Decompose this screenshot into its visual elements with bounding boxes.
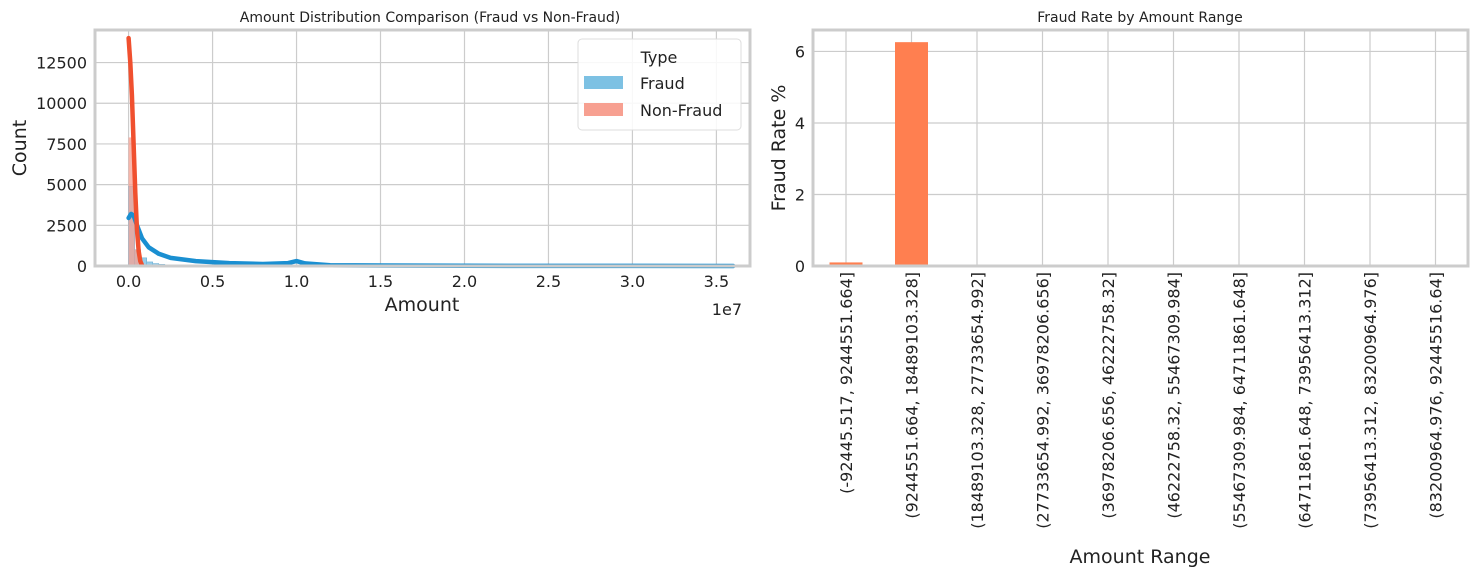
- fraud-rate-y-label: Fraud Rate %: [768, 85, 790, 212]
- x-tick-label: 0.5: [200, 272, 225, 291]
- fraud-rate-title: Fraud Rate by Amount Range: [1037, 10, 1243, 26]
- legend-swatch-non-fraud: [584, 103, 623, 116]
- y-tick-label: 2: [795, 185, 805, 204]
- histogram-chart: Amount Distribution Comparison (Fraud vs…: [9, 10, 750, 319]
- legend-swatch-fraud: [584, 76, 623, 89]
- fraud-rate-ticks: 0 2 4 6 (-92445.517, 9244551.664] (9244551.66…: [795, 42, 1446, 528]
- x-tick-label: (46222758.32, 55467309.984]: [1165, 272, 1184, 519]
- y-tick-label: 6: [795, 42, 805, 61]
- x-tick-label: (55467309.984, 64711861.648]: [1230, 272, 1249, 529]
- x-tick-label: (73956413.312, 83200964.976]: [1361, 272, 1380, 529]
- legend: Type Fraud Non-Fraud: [578, 39, 741, 130]
- x-tick-label: (64711861.648, 73956413.312]: [1296, 272, 1315, 529]
- legend-label-fraud: Fraud: [640, 74, 685, 93]
- y-tick-label: 0: [77, 257, 87, 276]
- fraud-rate-x-label: Amount Range: [1070, 546, 1211, 568]
- x-tick-label: 3.0: [620, 272, 645, 291]
- x-offset-text: 1e7: [712, 300, 742, 319]
- fraud-rate-chart: Fraud Rate by Amount Range 0 2 4 6 (-92445.5…: [768, 10, 1468, 568]
- y-tick-label: 12500: [36, 54, 87, 73]
- x-tick-label: (36978206.656, 46222758.32]: [1099, 272, 1118, 519]
- legend-label-non-fraud: Non-Fraud: [640, 101, 722, 120]
- x-tick-label: (83200964.976, 92445516.64]: [1427, 272, 1446, 519]
- fraud-rate-bar: [895, 42, 928, 266]
- x-tick-label: 3.5: [704, 272, 729, 291]
- y-tick-label: 5000: [46, 176, 87, 195]
- y-tick-label: 7500: [46, 135, 87, 154]
- y-tick-label: 2500: [46, 216, 87, 235]
- x-tick-label: 0.0: [116, 272, 141, 291]
- x-tick-label: 2.5: [536, 272, 561, 291]
- x-tick-label: (-92445.517, 9244551.664]: [837, 272, 856, 494]
- histogram-x-label: Amount: [385, 294, 460, 316]
- x-tick-label: 1.0: [284, 272, 309, 291]
- x-tick-label: 1.5: [368, 272, 393, 291]
- x-tick-label: (27733654.992, 36978206.656]: [1034, 272, 1053, 529]
- x-tick-label: (9244551.664, 18489103.328]: [903, 272, 922, 519]
- y-tick-label: 10000: [36, 94, 87, 113]
- y-tick-label: 0: [795, 257, 805, 276]
- x-tick-label: (18489103.328, 27733654.992]: [968, 272, 987, 529]
- histogram-y-label: Count: [9, 120, 31, 176]
- fraud-rate-bars: [830, 42, 929, 266]
- x-tick-label: 2.0: [452, 272, 477, 291]
- legend-title: Type: [640, 48, 678, 67]
- fraud-kde-line: [129, 214, 734, 266]
- y-tick-label: 4: [795, 114, 805, 133]
- histogram-title: Amount Distribution Comparison (Fraud vs…: [240, 10, 621, 26]
